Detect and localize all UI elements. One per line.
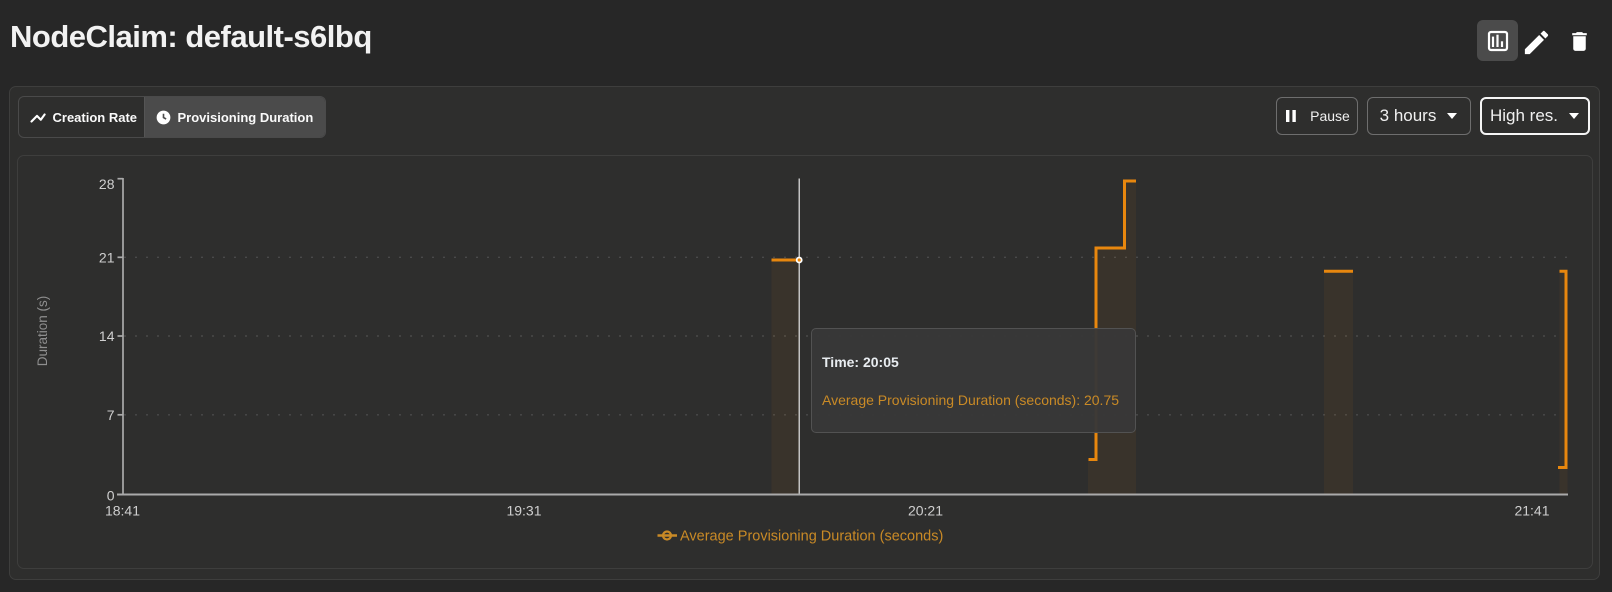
- svg-text:0: 0: [107, 488, 115, 504]
- svg-text:14: 14: [99, 328, 115, 344]
- svg-text:21: 21: [99, 249, 115, 265]
- svg-text:21:41: 21:41: [1514, 503, 1549, 519]
- svg-text:28: 28: [99, 176, 115, 192]
- svg-text:18:41: 18:41: [105, 503, 140, 519]
- svg-text:20:21: 20:21: [908, 503, 943, 519]
- svg-text:7: 7: [107, 407, 115, 423]
- svg-text:Average Provisioning Duration: Average Provisioning Duration (seconds): [680, 529, 943, 545]
- svg-text:19:31: 19:31: [506, 503, 541, 519]
- svg-text:Duration (s): Duration (s): [35, 296, 50, 367]
